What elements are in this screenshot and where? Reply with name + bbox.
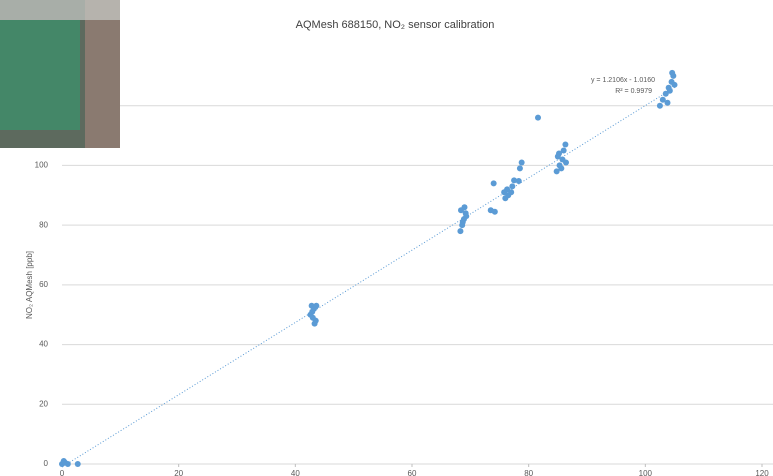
photo-inset — [0, 0, 120, 148]
data-point — [558, 165, 565, 172]
x-tick-label: 100 — [639, 469, 653, 476]
x-tick-label: 120 — [755, 469, 769, 476]
y-axis-label: NO₂ AQMesh [ppb] — [25, 251, 34, 319]
data-point — [516, 165, 523, 172]
data-point — [562, 141, 569, 148]
x-tick-label: 20 — [174, 469, 183, 476]
data-point — [656, 102, 663, 109]
trendline — [61, 87, 675, 468]
data-point — [671, 81, 678, 88]
trendline-r2: R² = 0.9979 — [615, 88, 652, 95]
y-tick-label: 20 — [39, 399, 48, 408]
photo-tank — [0, 20, 80, 130]
y-tick-label: 40 — [39, 340, 48, 349]
data-point — [669, 69, 676, 76]
data-point — [554, 153, 561, 160]
x-tick-label: 60 — [408, 469, 417, 476]
data-point — [535, 114, 541, 121]
y-tick-label: 60 — [39, 280, 48, 289]
data-point — [509, 183, 516, 190]
data-point — [501, 189, 508, 196]
data-point — [64, 461, 71, 467]
data-point — [309, 308, 316, 315]
data-point — [313, 302, 320, 309]
y-tick-label: 100 — [35, 161, 49, 170]
y-tick-label: 80 — [39, 220, 48, 229]
data-point — [666, 87, 673, 94]
x-tick-label: 80 — [524, 469, 533, 476]
x-tick-label: 0 — [60, 469, 65, 476]
data-point — [463, 213, 470, 220]
data-point — [563, 159, 569, 166]
chart-title: AQMesh 688150, NO₂ sensor calibration — [296, 19, 495, 31]
photo-rack — [85, 0, 120, 148]
data-point — [659, 96, 666, 103]
data-point — [515, 177, 522, 184]
data-point — [490, 180, 497, 187]
data-point — [459, 219, 466, 226]
data-point — [553, 168, 560, 175]
photo-top — [0, 0, 120, 20]
data-point — [560, 147, 567, 154]
data-point — [74, 461, 81, 467]
data-point — [664, 99, 671, 106]
plot-area: 020406080100120020406080100120y = 1.2106… — [35, 69, 773, 476]
data-point — [511, 177, 518, 184]
data-point — [311, 320, 318, 327]
x-tick-label: 40 — [291, 469, 300, 476]
data-point — [457, 228, 464, 235]
data-point — [461, 204, 468, 211]
y-tick-label: 0 — [44, 459, 49, 468]
data-point — [491, 208, 498, 215]
data-point — [518, 159, 525, 166]
trendline-equation: y = 1.2106x - 1.0160 — [591, 77, 655, 84]
